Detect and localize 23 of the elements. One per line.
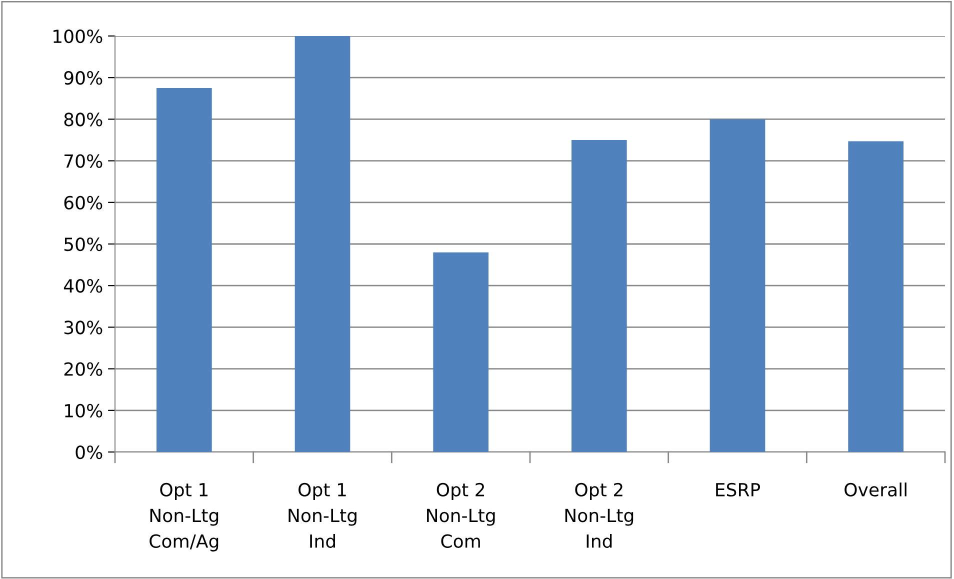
y-tick-label: 50% (64, 237, 102, 252)
x-tick-label: Overall (844, 482, 906, 497)
y-tick-label: 20% (64, 362, 102, 376)
x-tick-label: ESRP (716, 482, 760, 497)
y-tick-label: 30% (64, 320, 102, 334)
y-tick-label: 90% (64, 71, 102, 85)
y-tick-label: 100% (54, 29, 102, 44)
bar (710, 119, 766, 452)
y-tick-label: 0% (76, 445, 102, 460)
bar (433, 252, 488, 452)
x-tick-label: Opt 2 Non-Ltg Com (427, 482, 495, 548)
y-tick-label: 40% (64, 279, 102, 293)
y-tick-label: 10% (65, 404, 102, 418)
y-tick-label: 60% (64, 196, 102, 210)
y-tick-label: 80% (64, 112, 102, 126)
bar (156, 88, 212, 452)
bar (848, 141, 904, 452)
x-tick-label: Opt 1 Non-Ltg Ind (288, 482, 356, 548)
bar (294, 36, 350, 452)
bar (572, 140, 627, 452)
x-tick-label: Opt 1 Non-Ltg Com/Ag (150, 482, 218, 552)
x-tick-label: Opt 2 Non-Ltg Ind (565, 482, 634, 548)
y-tick-label: 70% (64, 154, 102, 168)
